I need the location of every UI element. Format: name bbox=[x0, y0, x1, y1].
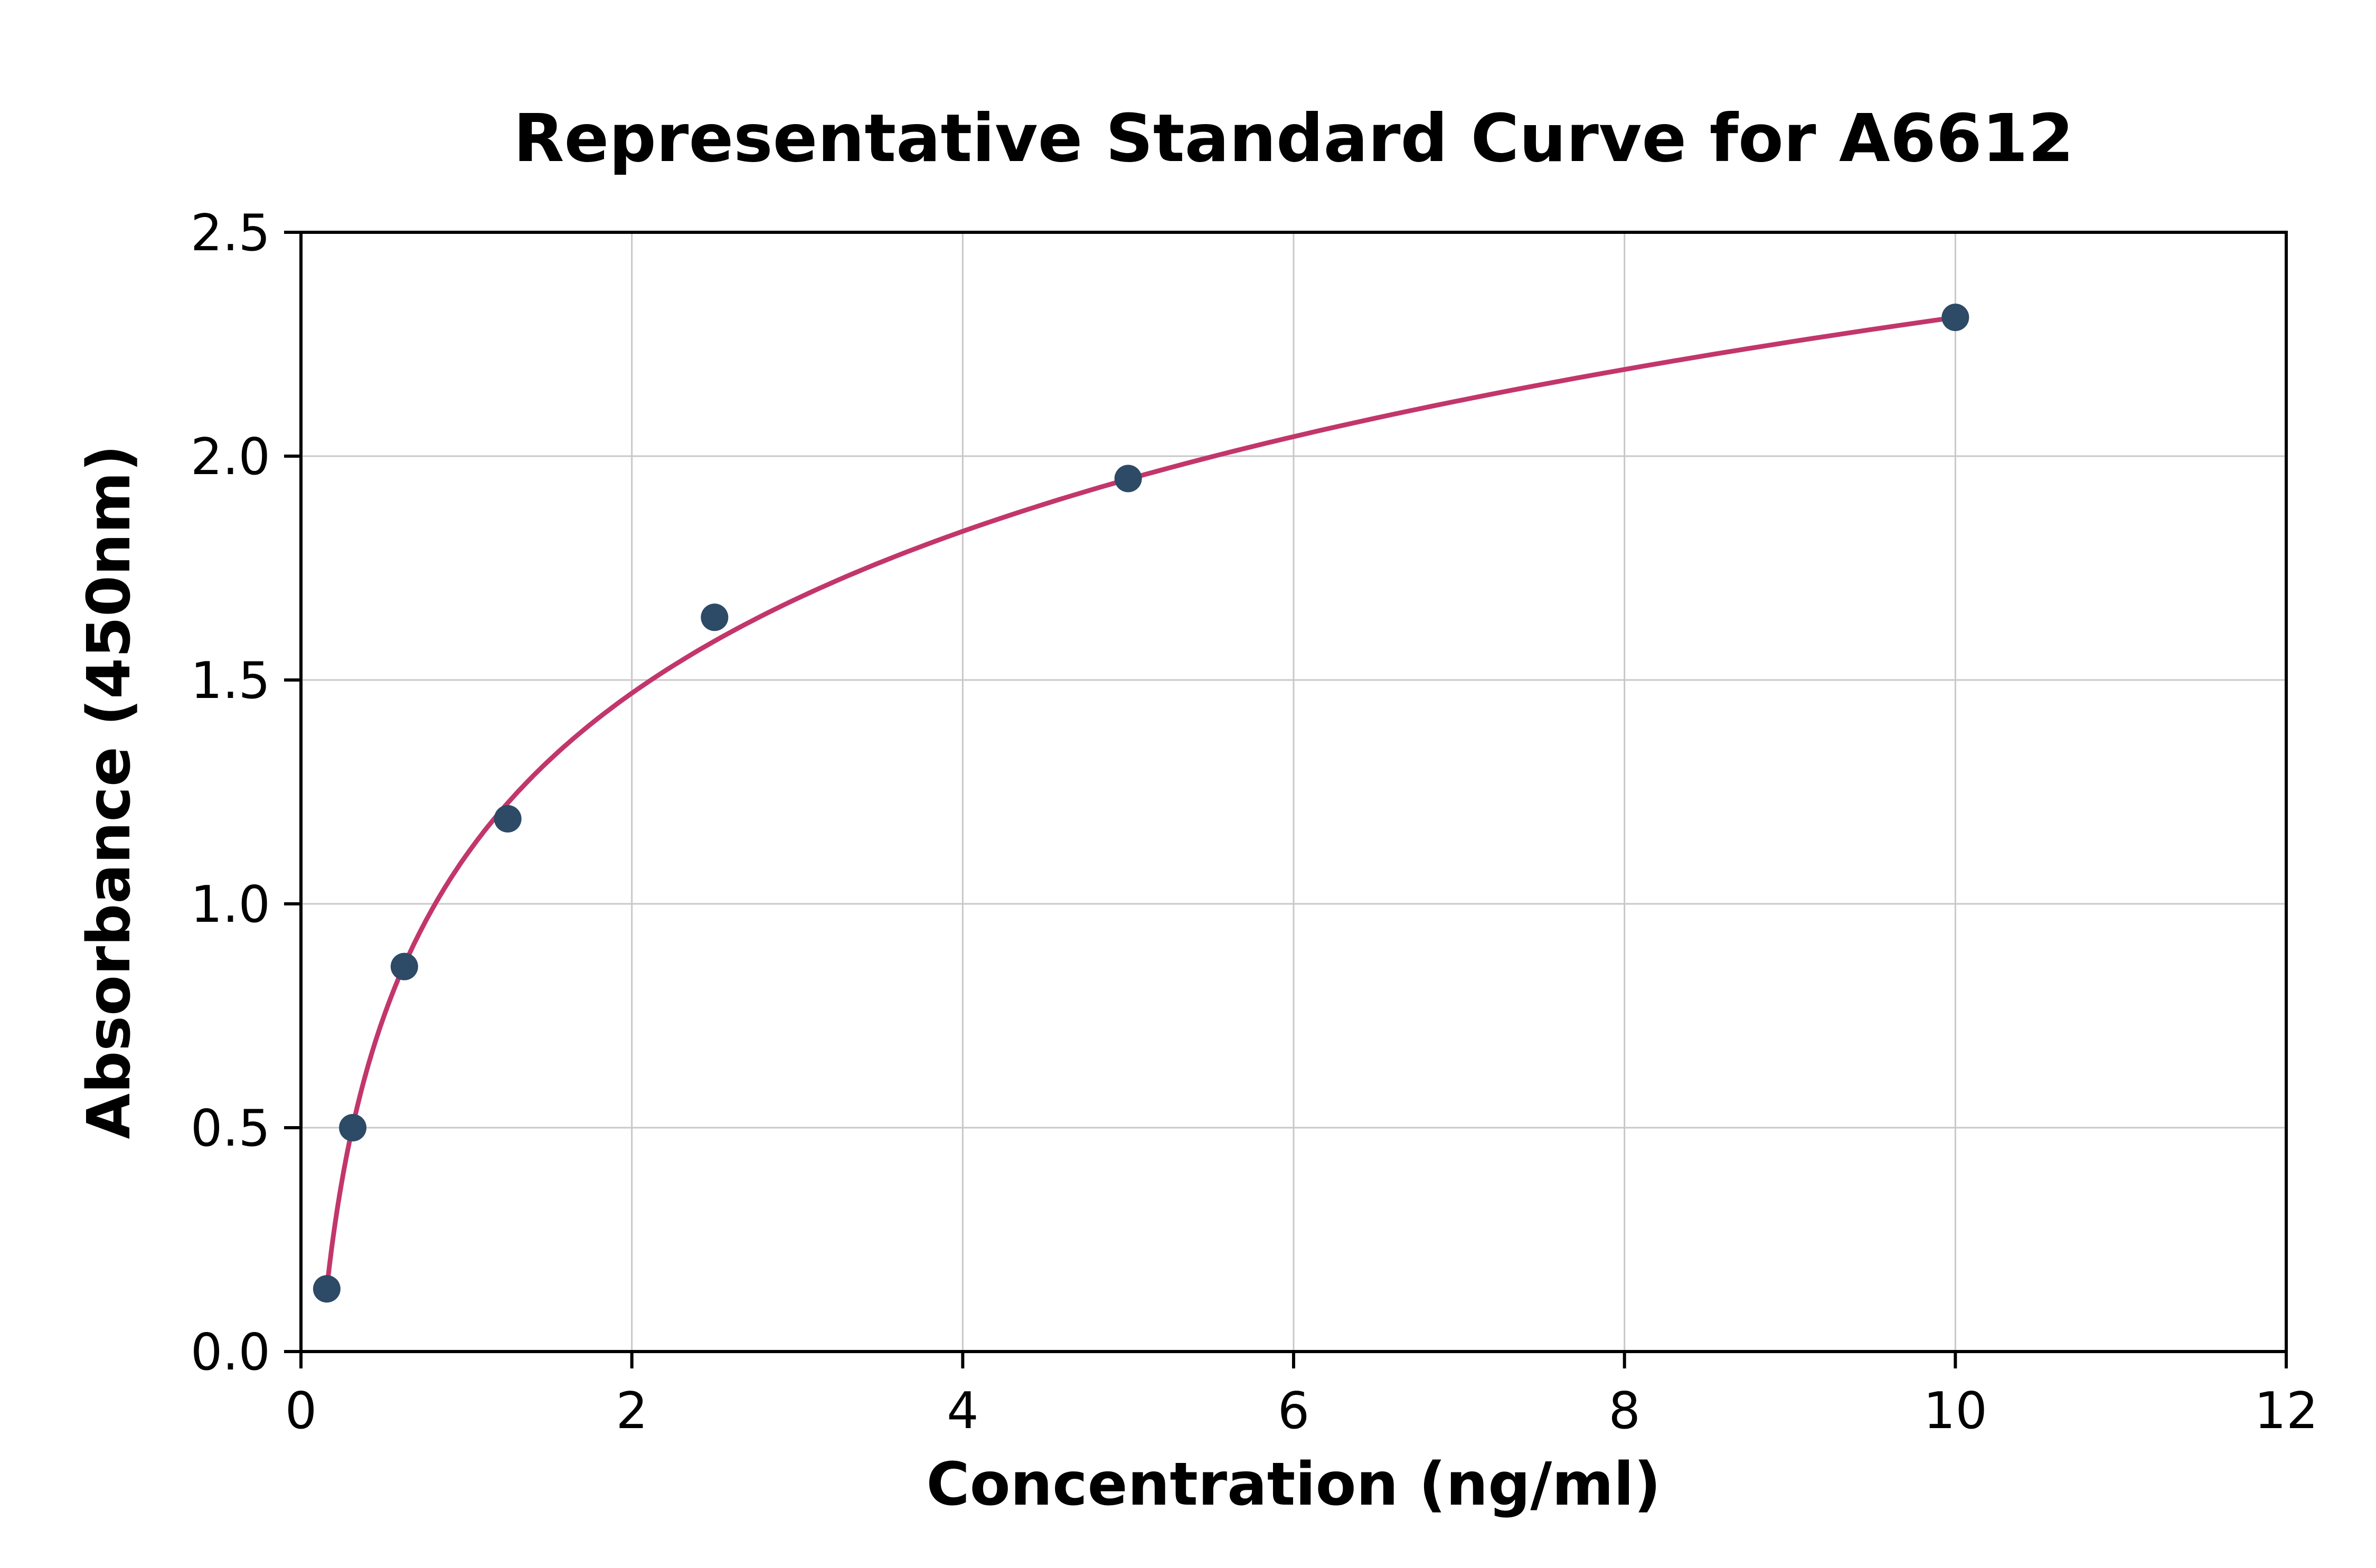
x-axis-label: Concentration (ng/ml) bbox=[926, 1450, 1661, 1519]
data-point bbox=[701, 603, 729, 631]
fit-curve bbox=[324, 315, 1958, 1291]
x-tick-label: 4 bbox=[947, 1382, 978, 1440]
x-tick-label: 0 bbox=[285, 1382, 317, 1440]
y-axis-label: Absorbance (450nm) bbox=[75, 445, 144, 1139]
y-tick-label: 1.0 bbox=[191, 876, 270, 934]
y-tick-label: 2.5 bbox=[191, 204, 270, 262]
y-tick-label: 0.5 bbox=[191, 1100, 270, 1158]
x-tick-label: 10 bbox=[1924, 1382, 1987, 1440]
y-tick-label: 0.0 bbox=[191, 1324, 270, 1382]
data-point bbox=[1941, 304, 1969, 332]
chart-title: Representative Standard Curve for A6612 bbox=[513, 100, 2073, 177]
plot-area: 0 2 4 6 8 10 12 0.0 0.5 1.0 1.5 2.0 2.5 bbox=[191, 204, 2318, 1440]
data-point bbox=[339, 1114, 367, 1141]
x-tick-label: 8 bbox=[1608, 1382, 1640, 1440]
x-tick-label: 6 bbox=[1278, 1382, 1309, 1440]
data-point bbox=[494, 805, 522, 833]
data-point bbox=[1114, 465, 1142, 493]
x-tick-label: 2 bbox=[616, 1382, 647, 1440]
x-tick-label: 12 bbox=[2255, 1382, 2318, 1440]
data-point bbox=[313, 1275, 341, 1303]
y-tick-label: 2.0 bbox=[191, 428, 270, 486]
data-point bbox=[390, 952, 418, 980]
y-tick-label: 1.5 bbox=[191, 652, 270, 710]
